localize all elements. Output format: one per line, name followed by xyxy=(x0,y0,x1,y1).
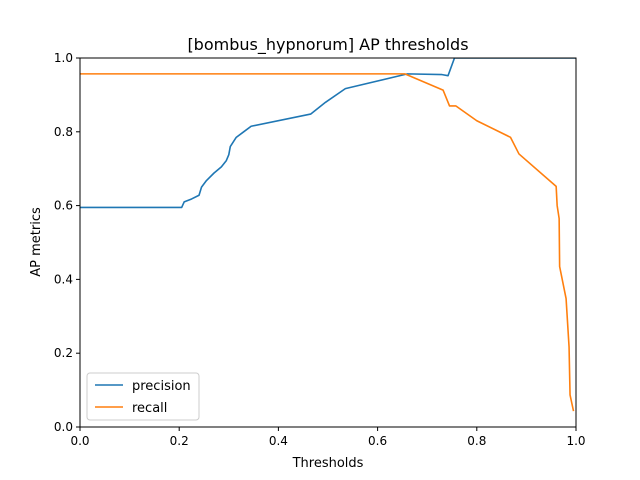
x-tick-label: 1.0 xyxy=(566,434,585,448)
y-tick-label: 0.8 xyxy=(54,125,73,139)
y-tick-label: 1.0 xyxy=(54,51,73,65)
legend: precision recall xyxy=(86,372,200,421)
legend-label-precision: precision xyxy=(132,379,191,394)
series-lines xyxy=(80,58,576,412)
chart-title: [bombus_hypnorum] AP thresholds xyxy=(187,35,468,55)
x-tick-label: 0.2 xyxy=(170,434,189,448)
legend-label-recall: recall xyxy=(132,401,167,416)
x-tick-label: 0.6 xyxy=(368,434,387,448)
x-axis-label: Thresholds xyxy=(292,456,364,471)
y-tick-label: 0.0 xyxy=(54,420,73,434)
y-tick-label: 0.2 xyxy=(54,346,73,360)
x-tick-label: 0.4 xyxy=(269,434,288,448)
axis-ticks: 0.0 0.2 0.4 0.6 0.8 1.0 0.0 0.2 0.4 0.6 0.8 1.0 xyxy=(54,51,586,448)
y-axis-label: AP metrics xyxy=(29,207,44,277)
x-tick-label: 0.0 xyxy=(70,434,89,448)
plot-frame xyxy=(79,57,577,428)
y-tick-label: 0.4 xyxy=(54,272,73,286)
series-line-recall xyxy=(80,73,575,412)
series-line-precision xyxy=(80,58,576,209)
x-tick-label: 0.8 xyxy=(467,434,486,448)
y-tick-label: 0.6 xyxy=(54,199,73,213)
